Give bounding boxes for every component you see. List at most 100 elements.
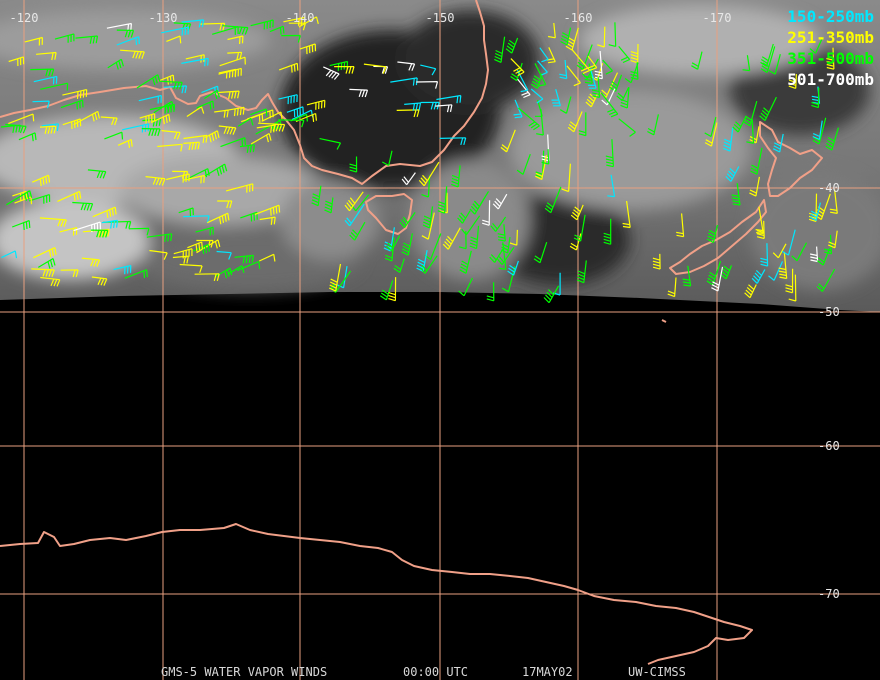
wind-barb [234,254,254,264]
wind-barb [75,35,99,44]
wind-barb [565,27,579,51]
wind-barb [158,74,175,85]
wind-barb [469,225,480,250]
footer-credit: UW-CIMSS [628,665,686,679]
wind-barb [829,189,838,214]
wind-barb [216,250,232,260]
wind-barb [772,243,787,259]
wind-barb [298,16,319,28]
wind-barb [570,204,584,221]
wind-barb [496,246,515,265]
wind-barb [559,59,568,80]
wind-barb [530,73,543,89]
wind-barb [173,22,192,32]
wind-barb [60,99,84,110]
coastlines [0,0,823,665]
wind-barb [461,215,481,236]
wind-barb [224,106,245,117]
wind-barb [382,150,393,167]
wind-barb [551,89,561,107]
wind-barb [240,211,258,222]
wind-barb [161,26,190,36]
wind-barb [791,242,808,262]
wind-barb [104,131,124,140]
wind-barb [8,113,35,125]
wind-barb [436,94,462,104]
wind-barb [809,202,821,222]
australia-coastline [0,0,489,185]
wind-barb [194,273,220,282]
wind-barb [416,249,428,272]
wind-barb [388,277,397,302]
wind-barb [630,62,639,80]
wind-barb [500,237,511,254]
wind-barb [723,127,734,152]
wind-barb [458,277,473,297]
wind-barb [826,47,835,70]
wind-barb [92,206,117,218]
wind-barb [204,130,220,143]
wind-barb [328,263,342,292]
wind-barb [618,46,631,64]
wind-barb [418,161,440,187]
wind-barb [760,43,774,67]
wind-barb [459,250,472,274]
antarctica-coastline [0,523,753,665]
wind-barb [199,22,226,31]
wind-barb [609,74,623,92]
wind-barb [183,215,210,224]
wind-barb [283,16,306,26]
wind-barb [742,55,751,72]
wind-barb [160,80,183,90]
wind-barb [682,265,692,287]
wind-barb [544,186,562,214]
wind-barb [120,49,145,60]
wind-barb [500,129,516,153]
wind-barb [823,234,832,255]
wind-barb [451,165,461,188]
wind-barb [329,60,349,71]
wind-barb [731,183,741,206]
wind-barb [759,96,777,122]
wind-barb [349,221,366,241]
wind-barb [505,37,519,54]
wind-barb [576,44,593,70]
wind-barb [809,246,819,263]
wind-barb [393,258,405,273]
wind-barb [33,247,57,259]
wind-barb [547,22,556,39]
wind-barb [281,34,301,43]
wind-barb [299,43,317,55]
wind-barbs [0,16,839,304]
wind-barb [54,33,75,43]
wind-barb [334,66,355,74]
wind-barb [578,112,587,137]
tasmania-coastline [365,193,413,235]
wind-barb [278,119,305,128]
wind-barb [258,122,286,132]
wind-barb [772,133,784,153]
wind-barb [744,284,757,299]
wind-barb [534,63,547,87]
new-zealand-south-island [669,199,767,275]
wind-barb [404,102,422,111]
wind-barb [192,243,210,255]
wind-barb [421,175,431,198]
wind-barb [535,154,548,181]
wind-barb [57,190,82,202]
wind-barb [501,266,516,293]
wind-barb [250,132,272,145]
wind-barb [259,253,276,262]
wind-barb [788,74,797,89]
wind-barb [195,226,214,236]
wind-barb [278,94,298,105]
wind-barb [28,194,51,204]
wind-barb [116,36,140,46]
wind-barb [751,269,766,284]
wind-barb [587,55,598,71]
wind-barb [778,251,788,280]
wind-barb [136,74,161,89]
wind-barb [81,257,101,267]
